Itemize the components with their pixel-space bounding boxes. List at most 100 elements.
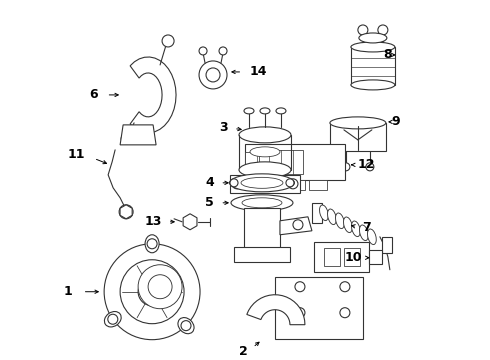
Bar bbox=[314, 242, 369, 272]
Circle shape bbox=[358, 25, 368, 35]
Polygon shape bbox=[382, 237, 392, 253]
Polygon shape bbox=[280, 217, 312, 235]
Text: 11: 11 bbox=[68, 148, 85, 161]
Circle shape bbox=[144, 284, 160, 300]
Circle shape bbox=[104, 244, 200, 340]
Bar bbox=[324, 248, 340, 266]
Text: 12: 12 bbox=[358, 158, 375, 171]
Ellipse shape bbox=[319, 205, 328, 221]
Circle shape bbox=[293, 220, 303, 230]
Circle shape bbox=[295, 282, 305, 292]
Bar bbox=[330, 123, 386, 151]
Ellipse shape bbox=[360, 225, 368, 240]
Circle shape bbox=[286, 179, 294, 187]
FancyArrowPatch shape bbox=[366, 256, 369, 260]
Ellipse shape bbox=[336, 213, 344, 229]
Text: 2: 2 bbox=[239, 345, 248, 358]
Text: 13: 13 bbox=[145, 215, 162, 228]
Polygon shape bbox=[312, 203, 322, 223]
Circle shape bbox=[119, 205, 133, 219]
Ellipse shape bbox=[239, 127, 291, 143]
Polygon shape bbox=[120, 205, 132, 219]
Circle shape bbox=[147, 239, 157, 249]
Bar bbox=[234, 247, 290, 262]
Circle shape bbox=[230, 179, 238, 187]
Ellipse shape bbox=[351, 80, 395, 90]
Text: 3: 3 bbox=[220, 121, 228, 134]
Text: 9: 9 bbox=[392, 116, 400, 129]
Bar bbox=[245, 152, 259, 172]
Circle shape bbox=[340, 308, 350, 318]
Ellipse shape bbox=[368, 229, 376, 244]
Text: 10: 10 bbox=[344, 251, 362, 264]
Circle shape bbox=[181, 321, 191, 330]
Ellipse shape bbox=[145, 235, 159, 253]
Ellipse shape bbox=[239, 162, 291, 178]
Polygon shape bbox=[247, 295, 305, 325]
FancyArrowPatch shape bbox=[232, 70, 240, 73]
Circle shape bbox=[378, 25, 388, 35]
FancyArrowPatch shape bbox=[351, 163, 355, 167]
Circle shape bbox=[162, 35, 174, 47]
Circle shape bbox=[108, 314, 118, 324]
Ellipse shape bbox=[241, 177, 283, 188]
FancyArrowPatch shape bbox=[255, 342, 259, 346]
Ellipse shape bbox=[351, 42, 395, 52]
FancyArrowPatch shape bbox=[109, 93, 118, 96]
Bar bbox=[309, 180, 327, 190]
FancyArrowPatch shape bbox=[392, 53, 395, 57]
Ellipse shape bbox=[359, 33, 387, 43]
Circle shape bbox=[121, 134, 131, 144]
Circle shape bbox=[366, 163, 374, 171]
Polygon shape bbox=[369, 250, 382, 264]
Ellipse shape bbox=[351, 221, 360, 237]
Circle shape bbox=[138, 265, 182, 309]
FancyArrowPatch shape bbox=[171, 220, 174, 224]
Ellipse shape bbox=[242, 198, 282, 208]
Ellipse shape bbox=[330, 117, 386, 129]
FancyArrowPatch shape bbox=[389, 120, 392, 123]
Ellipse shape bbox=[343, 217, 352, 233]
Ellipse shape bbox=[231, 195, 293, 211]
Text: 8: 8 bbox=[383, 49, 392, 62]
Ellipse shape bbox=[244, 248, 280, 258]
Text: 4: 4 bbox=[205, 176, 214, 189]
Polygon shape bbox=[120, 125, 156, 145]
Circle shape bbox=[148, 275, 172, 299]
Bar bbox=[245, 144, 345, 180]
Polygon shape bbox=[130, 57, 176, 133]
Bar bbox=[265, 180, 283, 190]
Bar bbox=[351, 47, 395, 85]
Text: 14: 14 bbox=[250, 66, 268, 78]
Polygon shape bbox=[183, 214, 197, 230]
FancyArrowPatch shape bbox=[97, 159, 106, 164]
Text: 1: 1 bbox=[63, 285, 72, 298]
Circle shape bbox=[340, 282, 350, 292]
FancyArrowPatch shape bbox=[85, 290, 98, 293]
Text: 5: 5 bbox=[205, 196, 214, 209]
Bar bbox=[253, 150, 303, 174]
Ellipse shape bbox=[244, 108, 254, 114]
Ellipse shape bbox=[178, 318, 194, 334]
Circle shape bbox=[295, 308, 305, 318]
FancyArrowPatch shape bbox=[352, 225, 355, 228]
Ellipse shape bbox=[250, 147, 280, 157]
Ellipse shape bbox=[260, 108, 270, 114]
Bar bbox=[344, 248, 360, 266]
FancyArrowPatch shape bbox=[223, 201, 228, 204]
Circle shape bbox=[120, 260, 184, 324]
Bar bbox=[230, 175, 300, 193]
Circle shape bbox=[219, 47, 227, 55]
Ellipse shape bbox=[276, 108, 286, 114]
FancyArrowPatch shape bbox=[237, 127, 241, 131]
Circle shape bbox=[199, 61, 227, 89]
Circle shape bbox=[342, 163, 350, 171]
Ellipse shape bbox=[229, 174, 294, 192]
Circle shape bbox=[138, 278, 166, 306]
Ellipse shape bbox=[327, 209, 336, 225]
Ellipse shape bbox=[104, 311, 121, 327]
Bar bbox=[275, 277, 363, 339]
Bar bbox=[287, 180, 305, 190]
Circle shape bbox=[288, 179, 298, 189]
Circle shape bbox=[232, 179, 242, 189]
